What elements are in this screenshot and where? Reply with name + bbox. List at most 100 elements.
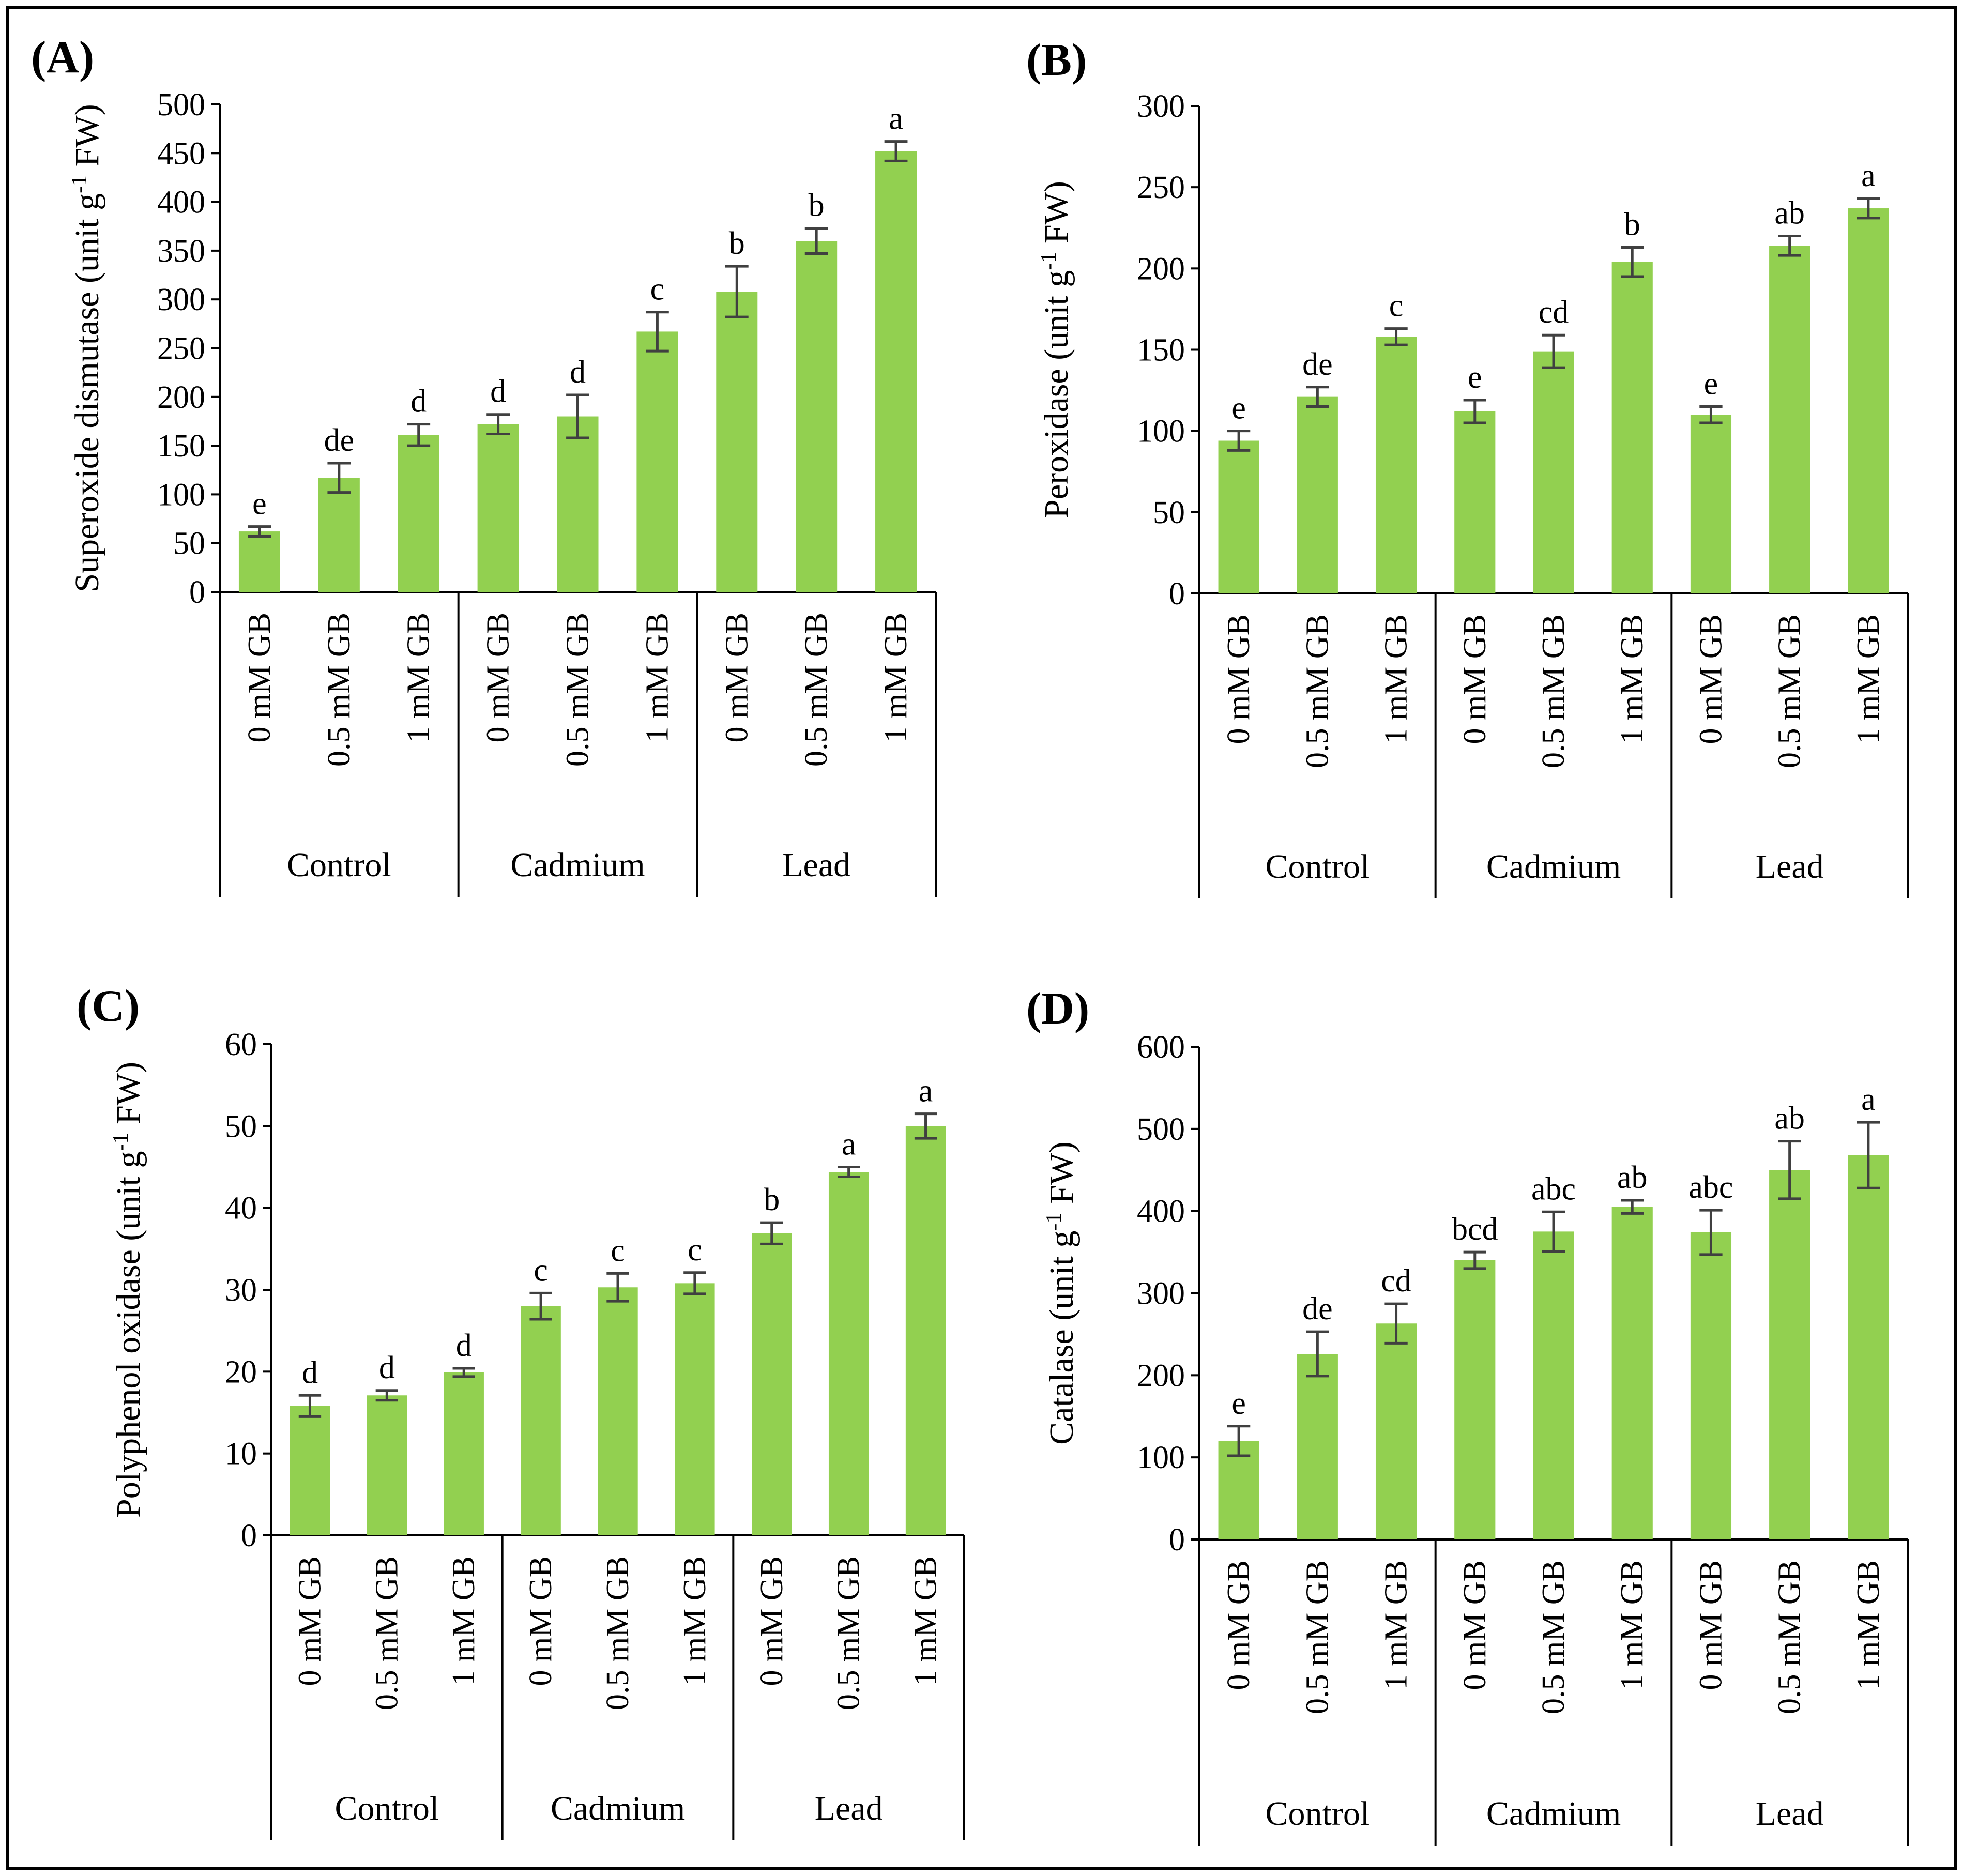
significance-letter: abc (1688, 1170, 1733, 1205)
y-tick-label: 100 (1137, 1440, 1185, 1475)
y-tick-label: 200 (1137, 251, 1185, 286)
category-label: 0 mM GB (1693, 614, 1728, 744)
panels: (A) Superoxide dismutase (unit g-1 FW) 0 50… (31, 33, 1909, 1846)
significance-letter: abc (1531, 1171, 1576, 1207)
panel-label: (B) (1026, 35, 1087, 85)
bar (1533, 351, 1574, 593)
significance-letter: e (1704, 367, 1718, 402)
bar (521, 1306, 561, 1535)
category-label: 1 mM GB (1379, 1560, 1414, 1690)
significance-letter: a (919, 1074, 933, 1109)
category-label: 0 mM GB (292, 1556, 327, 1686)
chart-panel-4: (D) Catalase (unit g-1 FW) 0 100 200 300 400 50… (1026, 984, 1909, 1846)
significance-letter: c (1389, 288, 1404, 324)
bar (1454, 1260, 1496, 1539)
category-label: 0.5 mM GB (322, 613, 357, 767)
y-tick-label: 250 (157, 331, 205, 367)
group-label: Control (334, 1790, 439, 1827)
significance-letter: e (1231, 391, 1246, 426)
significance-letter: cd (1539, 295, 1569, 330)
category-label: 0 mM GB (1693, 1560, 1728, 1690)
y-axis-label: Peroxidase (unit g-1 FW) (1037, 181, 1075, 518)
group-label: Cadmium (1486, 848, 1621, 886)
y-tick-label: 300 (1137, 89, 1185, 124)
bar (636, 331, 678, 592)
bar (1690, 1232, 1732, 1539)
significance-letter: ab (1774, 195, 1805, 231)
y-tick-label: 30 (225, 1273, 257, 1308)
y-tick-label: 0 (241, 1518, 257, 1553)
y-tick-label: 0 (1169, 1522, 1185, 1558)
group-label: Lead (1756, 848, 1824, 886)
bar (477, 424, 519, 592)
significance-letter: a (889, 101, 903, 136)
group-label: Cadmium (551, 1790, 685, 1827)
chart-panel-3: (C) Polyphenol oxidase (unit g-1 FW) 0 10 20… (77, 981, 965, 1840)
panel-label: (D) (1026, 984, 1089, 1034)
significance-letter: d (570, 355, 586, 390)
category-label: 1 mM GB (1615, 614, 1650, 744)
panel-label: (A) (31, 33, 94, 83)
category-label: 1 mM GB (677, 1556, 712, 1686)
y-tick-label: 200 (157, 380, 205, 415)
category-label: 1 mM GB (401, 613, 436, 742)
y-tick-label: 100 (1137, 414, 1185, 449)
significance-letter: a (1861, 1082, 1876, 1117)
significance-letter: de (324, 423, 355, 458)
significance-letter: ab (1774, 1101, 1805, 1136)
y-tick-label: 300 (157, 282, 205, 317)
bar (828, 1172, 869, 1535)
panel-label: (C) (77, 981, 140, 1031)
category-label: 0 mM GB (1457, 614, 1493, 744)
group-label: Lead (815, 1790, 883, 1827)
bar (1848, 1155, 1889, 1539)
category-label: 0 mM GB (1221, 614, 1256, 744)
significance-letter: c (688, 1232, 702, 1268)
significance-letter: de (1302, 1291, 1333, 1326)
bar (1218, 440, 1259, 593)
significance-letter: b (1624, 207, 1640, 242)
y-tick-label: 450 (157, 136, 205, 171)
bar (290, 1406, 330, 1535)
bar (444, 1372, 484, 1535)
bar (1297, 396, 1338, 593)
significance-letter: de (1302, 347, 1333, 382)
bar (1611, 262, 1653, 593)
bar (1769, 1170, 1810, 1539)
group-label: Cadmium (1486, 1795, 1621, 1833)
bar (1218, 1441, 1259, 1539)
category-label: 0 mM GB (719, 613, 754, 742)
y-tick-label: 0 (189, 575, 205, 610)
significance-letter: cd (1381, 1263, 1411, 1299)
y-axis-label: Catalase (unit g-1 FW) (1042, 1141, 1081, 1445)
y-tick-label: 500 (157, 87, 205, 123)
significance-letter: ab (1617, 1160, 1648, 1195)
category-label: 1 mM GB (1379, 614, 1414, 744)
y-tick-label: 0 (1169, 576, 1185, 612)
y-tick-label: 60 (225, 1027, 257, 1062)
group-label: Control (1265, 848, 1369, 886)
y-axis-label: Polyphenol oxidase (unit g-1 FW) (109, 1062, 147, 1518)
significance-letter: a (842, 1127, 856, 1162)
bar (318, 478, 360, 592)
category-label: 0 mM GB (481, 613, 516, 742)
y-tick-label: 250 (1137, 170, 1185, 205)
chart-panel-2: (B) Peroxidase (unit g-1 FW) 0 50 100 150 200 2… (1026, 35, 1909, 898)
significance-letter: c (650, 272, 665, 307)
bar (1375, 1323, 1417, 1539)
bar (796, 241, 838, 592)
bar (398, 435, 439, 592)
y-tick-label: 100 (157, 477, 205, 512)
significance-letter: b (764, 1182, 780, 1217)
category-label: 0.5 mM GB (600, 1556, 635, 1710)
significance-letter: d (490, 374, 506, 409)
category-label: 0.5 mM GB (1536, 614, 1571, 768)
bar (1454, 411, 1496, 593)
bar (598, 1287, 638, 1535)
category-label: 1 mM GB (1851, 1560, 1886, 1690)
significance-letter: d (302, 1355, 318, 1390)
category-label: 1 mM GB (640, 613, 675, 742)
y-tick-label: 150 (157, 429, 205, 464)
y-tick-label: 20 (225, 1354, 257, 1390)
bar (367, 1395, 407, 1535)
